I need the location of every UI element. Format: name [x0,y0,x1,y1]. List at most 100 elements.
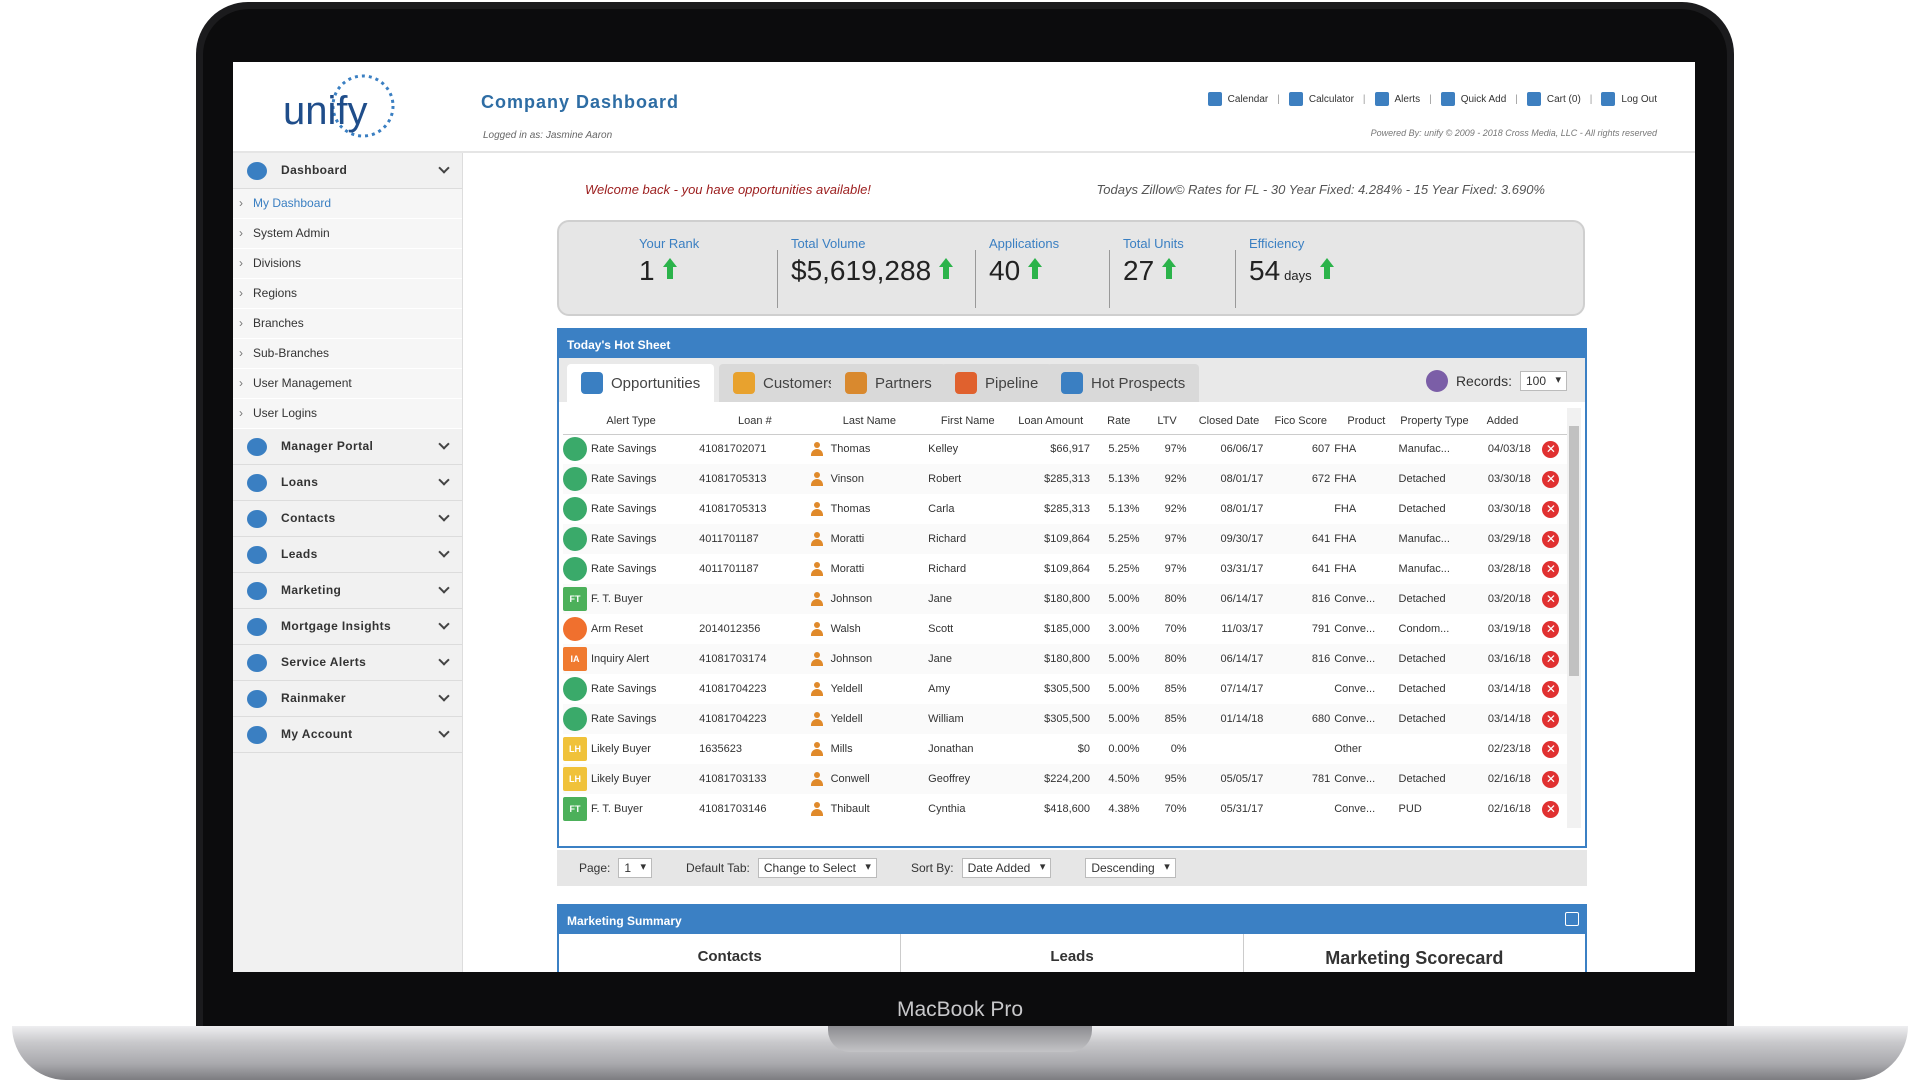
cell-value: 03/14/18 [1487,713,1531,725]
chevron-down-icon[interactable] [438,689,450,702]
tab-customers[interactable]: Customers [719,364,850,402]
person-icon[interactable] [810,592,823,606]
delete-icon[interactable]: ✕ [1542,710,1560,728]
delete-icon[interactable]: ✕ [1542,440,1560,458]
sidebar-item-divisions[interactable]: Divisions [233,248,462,279]
scrollbar-thumb[interactable] [1569,426,1579,676]
delete-icon[interactable]: ✕ [1542,650,1560,668]
table-scrollbar[interactable] [1567,408,1581,828]
sort-by-select[interactable]: Date Added [961,858,1052,878]
person-icon[interactable] [810,652,823,666]
person-icon[interactable] [810,682,823,696]
table-row[interactable]: FT F. T. Buyer Johnson Jane $180,800 5.00% 80%… [563,584,1567,614]
person-icon[interactable] [810,442,823,457]
delete-icon[interactable]: ✕ [1542,800,1560,818]
nav-quick-add[interactable]: Quick Add [1440,92,1506,106]
chevron-down-icon[interactable] [438,509,450,522]
delete-icon[interactable]: ✕ [1542,680,1560,698]
table-row[interactable]: Rate Savings 41081704223 Yeldell William $30… [563,704,1567,734]
delete-icon[interactable]: ✕ [1542,590,1560,608]
default-tab-select[interactable]: Change to Select [757,858,877,878]
nav-alerts[interactable]: Alerts [1374,92,1420,106]
table-row[interactable]: IA Inquiry Alert 41081703174 Johnson Jane $18… [563,644,1567,674]
chevron-down-icon[interactable] [438,162,450,174]
tab-opportunities[interactable]: Opportunities [567,364,715,402]
sidebar-section-mortgage-insights[interactable]: Mortgage Insights [233,609,462,645]
person-icon[interactable] [810,472,823,486]
sidebar-section-loans[interactable]: Loans [233,465,462,501]
sidebar-section-dashboard[interactable]: Dashboard [233,153,462,189]
person-icon[interactable] [810,742,823,756]
table-row[interactable]: Rate Savings 4011701187 Moratti Richard $109… [563,554,1567,584]
table-row[interactable]: LH Likely Buyer 1635623 Mills Jonathan $0 0.00… [563,734,1567,764]
sidebar-section-contacts[interactable]: Contacts [233,501,462,537]
sidebar-item-sub-branches[interactable]: Sub-Branches [233,338,462,369]
cell-value: 03/19/18 [1487,623,1531,635]
table-row[interactable]: Rate Savings 41081705313 Thomas Carla $285,3… [563,494,1567,524]
sidebar-section-marketing[interactable]: Marketing [233,573,462,609]
tab-pipeline[interactable]: Pipeline [941,364,1053,402]
person-icon[interactable] [810,712,823,726]
sidebar-section-service-alerts[interactable]: Service Alerts [233,645,462,681]
nav-calendar[interactable]: Calendar [1207,92,1268,106]
delete-icon[interactable]: ✕ [1542,770,1560,788]
table-cell: Thibault [810,794,929,824]
records-label: Records: [1455,373,1512,389]
nav-cart-[interactable]: Cart (0) [1526,92,1581,106]
nav-calculator[interactable]: Calculator [1288,92,1354,106]
cell-value: $285,313 [1044,503,1091,515]
sidebar-item-user-logins[interactable]: User Logins [233,398,462,429]
chevron-down-icon[interactable] [438,545,450,558]
person-icon[interactable] [810,802,823,816]
person-icon[interactable] [810,622,823,636]
page-select[interactable]: 1 [618,858,653,878]
table-row[interactable]: Rate Savings 41081704223 Yeldell Amy $305,50… [563,674,1567,704]
sort-order-select[interactable]: Descending [1085,858,1176,878]
sidebar-item-system-admin[interactable]: System Admin [233,218,462,249]
table-row[interactable]: Rate Savings 41081705313 Vinson Robert $285,… [563,464,1567,494]
tab-partners[interactable]: Partners [831,364,946,402]
cell-value: 41081703133 [699,773,767,785]
sidebar-section-my-account[interactable]: My Account [233,717,462,753]
chevron-down-icon[interactable] [438,473,450,486]
mortgage-insights-icon [247,617,267,636]
tab-hot-prospects[interactable]: Hot Prospects [1047,364,1200,402]
sidebar-item-my-dashboard[interactable]: My Dashboard [233,188,462,219]
table-cell: 5.00% [1094,644,1144,674]
maximize-icon[interactable] [1565,912,1579,926]
sidebar-section-manager-portal[interactable]: Manager Portal [233,429,462,465]
chevron-down-icon[interactable] [438,581,450,594]
alert-type-icon [563,677,587,701]
delete-icon[interactable]: ✕ [1542,470,1560,488]
cell-value: Conve... [1334,713,1376,725]
delete-icon[interactable]: ✕ [1542,620,1560,638]
table-row[interactable]: Rate Savings 4011701187 Moratti Richard $109… [563,524,1567,554]
table-row[interactable]: Rate Savings 41081702071 Thomas Kelley $66,9… [563,434,1567,464]
sidebar-section-leads[interactable]: Leads [233,537,462,573]
table-cell: Yeldell [810,704,929,734]
table-cell: 05/05/17 [1191,764,1268,794]
print-icon[interactable] [1425,370,1448,392]
delete-icon[interactable]: ✕ [1542,560,1560,578]
records-select[interactable]: 100 [1519,371,1567,391]
person-icon[interactable] [810,772,823,786]
chevron-down-icon[interactable] [438,725,450,738]
table-row[interactable]: LH Likely Buyer 41081703133 Conwell Geoffrey… [563,764,1567,794]
sidebar-item-regions[interactable]: Regions [233,278,462,309]
delete-icon[interactable]: ✕ [1542,500,1560,518]
sidebar-item-user-management[interactable]: User Management [233,368,462,399]
person-icon[interactable] [810,532,823,546]
chevron-down-icon[interactable] [438,653,450,666]
nav-log-out[interactable]: Log Out [1601,92,1657,106]
cell-value: 97% [1164,533,1187,545]
table-row[interactable]: Arm Reset 2014012356 Walsh Scott $185,000 3.0… [563,614,1567,644]
chevron-down-icon[interactable] [438,617,450,630]
person-icon[interactable] [810,562,823,576]
person-icon[interactable] [810,502,823,516]
table-row[interactable]: FT F. T. Buyer 41081703146 Thibault Cynthia $… [563,794,1567,824]
sidebar-section-rainmaker[interactable]: Rainmaker [233,681,462,717]
delete-icon[interactable]: ✕ [1542,740,1560,758]
delete-icon[interactable]: ✕ [1542,530,1560,548]
sidebar-item-branches[interactable]: Branches [233,308,462,339]
chevron-down-icon[interactable] [438,437,450,450]
